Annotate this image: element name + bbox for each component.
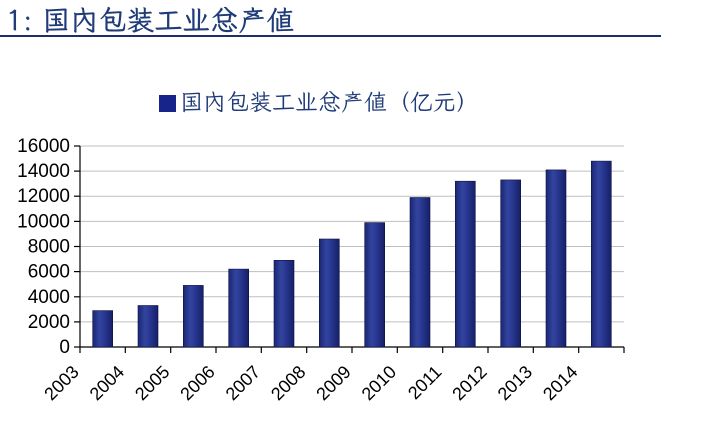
svg-text:12000: 12000 <box>17 186 70 207</box>
svg-text:4000: 4000 <box>28 287 70 308</box>
svg-text:2006: 2006 <box>176 362 218 404</box>
svg-text:14000: 14000 <box>17 161 70 182</box>
svg-text:2004: 2004 <box>86 362 128 404</box>
svg-text:2014: 2014 <box>539 362 581 404</box>
svg-text:6000: 6000 <box>28 262 70 283</box>
svg-text:2003: 2003 <box>40 362 82 404</box>
svg-text:2007: 2007 <box>222 362 264 404</box>
svg-text:2009: 2009 <box>312 362 354 404</box>
svg-text:0: 0 <box>59 337 70 358</box>
svg-text:2005: 2005 <box>131 362 173 404</box>
svg-text:2013: 2013 <box>494 362 536 404</box>
svg-text:8000: 8000 <box>28 237 70 258</box>
svg-text:16000: 16000 <box>17 136 70 157</box>
svg-text:2011: 2011 <box>404 362 446 404</box>
svg-text:2010: 2010 <box>358 362 400 404</box>
svg-text:2008: 2008 <box>267 362 309 404</box>
svg-text:2012: 2012 <box>448 362 490 404</box>
svg-text:10000: 10000 <box>17 211 70 232</box>
svg-text:2000: 2000 <box>28 312 70 333</box>
